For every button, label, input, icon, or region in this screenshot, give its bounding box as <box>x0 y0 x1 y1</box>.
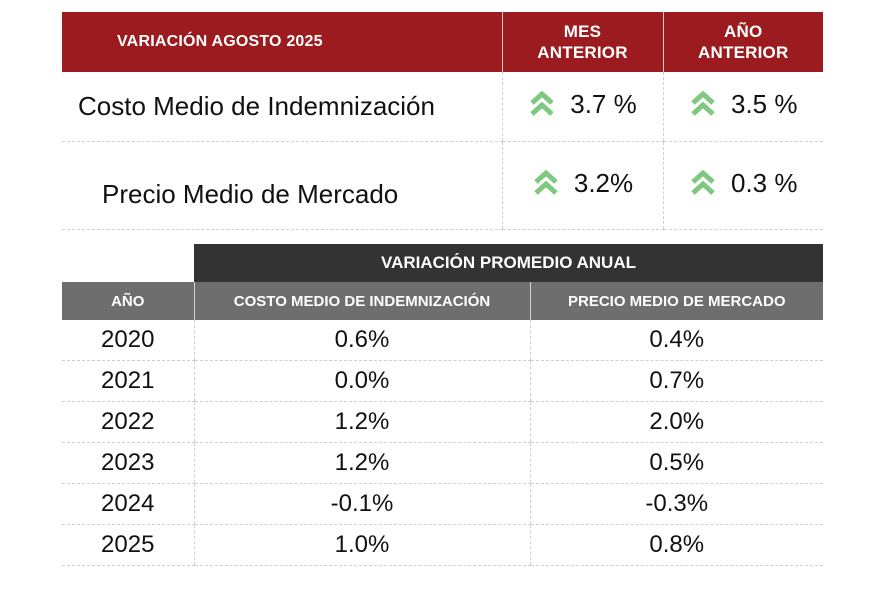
value-text: 3.5 % <box>731 88 798 119</box>
value-text: 0.3 % <box>731 167 798 198</box>
value-cell: 3.2% <box>501 141 663 230</box>
cost-cell: 0.0% <box>193 360 530 402</box>
empty-corner <box>62 244 194 282</box>
value-text: 3.7 % <box>570 88 637 119</box>
double-chevron-up-icon <box>691 170 715 196</box>
col-header-line: MES <box>563 22 602 41</box>
value-cell: 3.7 % <box>501 72 663 142</box>
col-header-price: PRECIO MEDIO DE MERCADO <box>529 282 823 320</box>
cost-cell: -0.1% <box>193 483 530 525</box>
monthly-title: VARIACIÓN AGOSTO 2025 <box>62 12 502 72</box>
cost-cell: 0.6% <box>193 320 530 361</box>
monthly-row: Costo Medio de Indemnización 3.7 % 3 <box>62 72 823 142</box>
col-header-year: AÑO <box>62 282 194 320</box>
year-cell: 2022 <box>62 401 194 443</box>
price-cell: 0.4% <box>529 320 823 361</box>
table-row: 2024 -0.1% -0.3% <box>62 483 823 525</box>
double-chevron-up-icon <box>691 91 715 117</box>
group-header-row: VARIACIÓN PROMEDIO ANUAL <box>62 244 823 282</box>
price-cell: 2.0% <box>529 401 823 443</box>
year-cell: 2024 <box>62 483 194 525</box>
year-cell: 2020 <box>62 320 194 361</box>
group-header: VARIACIÓN PROMEDIO ANUAL <box>194 244 823 282</box>
table-row: 2025 1.0% 0.8% <box>62 524 823 566</box>
table-row: 2022 1.2% 2.0% <box>62 401 823 443</box>
price-cell: 0.5% <box>529 442 823 484</box>
value-cell: 3.5 % <box>662 72 823 142</box>
row-label: Precio Medio de Mercado <box>62 141 502 230</box>
double-chevron-up-icon <box>530 91 554 117</box>
cost-cell: 1.2% <box>193 442 530 484</box>
table-row: 2023 1.2% 0.5% <box>62 442 823 484</box>
table-row: 2020 0.6% 0.4% <box>62 320 823 361</box>
row-label: Costo Medio de Indemnización <box>62 72 502 142</box>
price-cell: 0.8% <box>529 524 823 566</box>
col-header-previous-month: MES ANTERIOR <box>501 12 663 72</box>
price-cell: -0.3% <box>529 483 823 525</box>
monthly-header-row: VARIACIÓN AGOSTO 2025 MES ANTERIOR AÑO A… <box>62 12 823 72</box>
cost-cell: 1.2% <box>193 401 530 443</box>
col-header-line: ANTERIOR <box>698 43 789 62</box>
annual-variation-table: VARIACIÓN PROMEDIO ANUAL AÑO COSTO MEDIO… <box>62 244 823 566</box>
table-row: 2021 0.0% 0.7% <box>62 360 823 402</box>
year-cell: 2025 <box>62 524 194 566</box>
col-header-line: ANTERIOR <box>537 43 628 62</box>
monthly-variation-table: VARIACIÓN AGOSTO 2025 MES ANTERIOR AÑO A… <box>62 12 823 230</box>
monthly-row: Precio Medio de Mercado 3.2% 0.3 % <box>62 141 823 230</box>
double-chevron-up-icon <box>534 170 558 196</box>
value-text: 3.2% <box>573 167 634 198</box>
column-header-row: AÑO COSTO MEDIO DE INDEMNIZACIÓN PRECIO … <box>62 282 823 320</box>
year-cell: 2021 <box>62 360 194 402</box>
variation-panel: VARIACIÓN AGOSTO 2025 MES ANTERIOR AÑO A… <box>62 12 823 566</box>
cost-cell: 1.0% <box>193 524 530 566</box>
col-header-previous-year: AÑO ANTERIOR <box>662 12 823 72</box>
col-header-line: AÑO <box>724 22 763 41</box>
col-header-cost: COSTO MEDIO DE INDEMNIZACIÓN <box>193 282 530 320</box>
year-cell: 2023 <box>62 442 194 484</box>
value-cell: 0.3 % <box>662 141 823 230</box>
price-cell: 0.7% <box>529 360 823 402</box>
